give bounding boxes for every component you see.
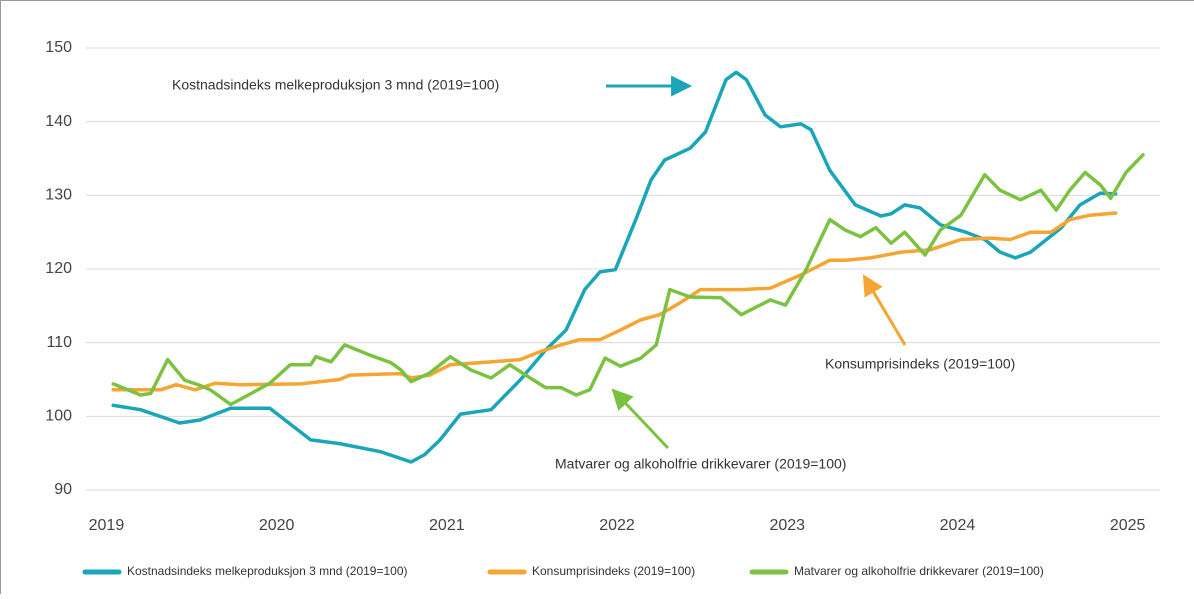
y-tick-label: 150 (45, 39, 72, 56)
y-tick-label: 130 (45, 187, 72, 204)
annotation: Konsumprisindeks (2019=100) (825, 356, 1015, 372)
series-line (113, 72, 1115, 462)
y-tick-label: 140 (45, 113, 72, 130)
annotation: Kostnadsindeks melkeproduksjon 3 mnd (20… (172, 77, 499, 93)
y-tick-label: 100 (45, 408, 72, 425)
legend-label: Matvarer og alkoholfrie drikkevarer (201… (794, 564, 1044, 578)
x-tick-label: 2019 (89, 517, 125, 534)
x-tick-label: 2022 (599, 517, 635, 534)
x-tick-label: 2025 (1110, 517, 1146, 534)
legend-label: Kostnadsindeks melkeproduksjon 3 mnd (20… (127, 564, 408, 578)
annotation-arrow (613, 390, 668, 448)
y-tick-label: 90 (54, 481, 72, 498)
y-tick-label: 110 (46, 334, 72, 351)
x-tick-label: 2023 (769, 517, 805, 534)
legend-label: Konsumprisindeks (2019=100) (532, 564, 695, 578)
x-tick-label: 2024 (940, 517, 976, 534)
y-tick-label: 120 (45, 260, 72, 277)
x-tick-label: 2021 (429, 517, 465, 534)
annotation: Matvarer og alkoholfrie drikkevarer (201… (555, 456, 846, 472)
annotation-arrow (864, 276, 905, 345)
x-tick-label: 2020 (259, 517, 295, 534)
